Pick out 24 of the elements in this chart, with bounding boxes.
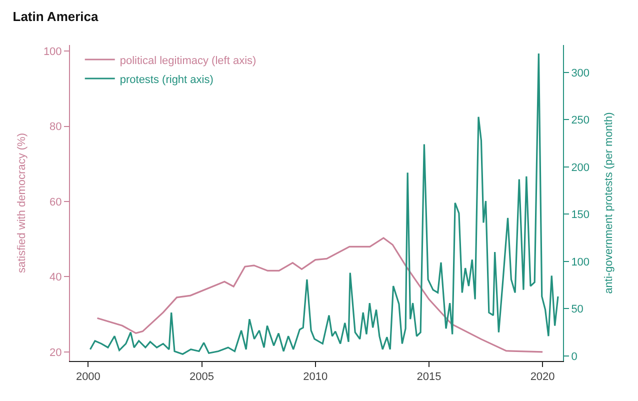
y-tick-label: 60 bbox=[50, 196, 62, 208]
y2-tick-label: 200 bbox=[571, 162, 590, 174]
y2-tick-label: 100 bbox=[571, 256, 590, 268]
line-series bbox=[89, 52, 559, 355]
x-tick-label: 2020 bbox=[530, 371, 555, 384]
y-tick-label: 20 bbox=[50, 346, 62, 359]
x-tick-label: 2005 bbox=[190, 371, 214, 384]
legend-label: protests (right axis) bbox=[120, 74, 214, 86]
y-axis-title: satisfied with democracy (%) bbox=[16, 133, 28, 273]
y-tick-label: 40 bbox=[50, 272, 62, 284]
legend-label: political legitimacy (left axis) bbox=[120, 54, 256, 67]
y2-tick-label: 150 bbox=[571, 209, 590, 222]
y2-tick-label: 0 bbox=[571, 350, 578, 363]
y2-tick-label: 250 bbox=[571, 114, 590, 127]
x-tick-label: 2015 bbox=[416, 371, 442, 384]
x-tick-label: 2000 bbox=[76, 371, 100, 384]
y-tick-label: 80 bbox=[50, 121, 62, 134]
y2-tick-label: 300 bbox=[571, 67, 590, 80]
line-series bbox=[96, 237, 544, 353]
y2-axis-title: anti-government protests (per month) bbox=[602, 112, 615, 294]
y2-tick-label: 50 bbox=[571, 304, 584, 316]
y-tick-label: 100 bbox=[43, 46, 62, 58]
x-tick-label: 2010 bbox=[303, 371, 328, 384]
chart-title: Latin America bbox=[12, 9, 100, 24]
